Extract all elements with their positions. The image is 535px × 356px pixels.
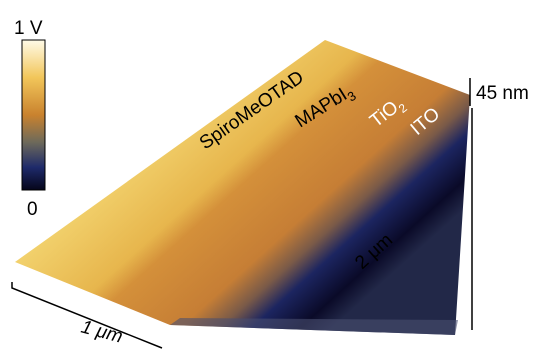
surface-edge	[170, 318, 458, 335]
colorbar	[21, 39, 46, 191]
colorbar-min: 0	[27, 199, 38, 220]
colorbar-max: 1 V	[14, 18, 43, 39]
short-length-label: 1 μm	[79, 317, 125, 348]
height-label: 45 nm	[476, 83, 529, 104]
x-axis-line	[11, 282, 163, 349]
surface	[15, 40, 470, 335]
